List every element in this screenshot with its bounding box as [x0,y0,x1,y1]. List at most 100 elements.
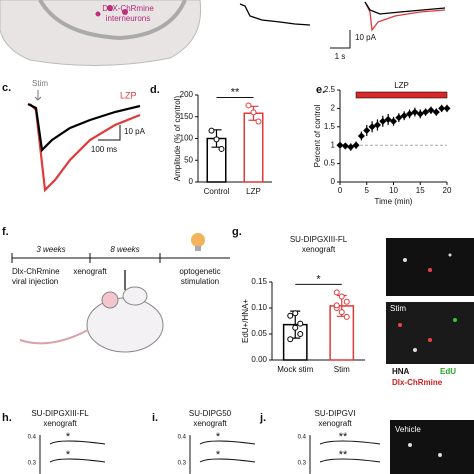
y-tick-label: 0.15 [251,277,267,286]
y-tick-label: 50 [184,155,193,164]
timeline [11,253,230,263]
y-tick-label: 0.10 [251,303,267,312]
data-point [389,117,398,125]
data-point [427,106,435,114]
microscopy-image [386,238,474,474]
significance-bracket [49,440,106,445]
image-legend: Dlx-ChRmine [392,378,443,387]
x-tick-label: 10 [389,186,398,195]
data-point [411,108,419,116]
timeline-event: xenograft [73,267,107,276]
y-tick-label: 0.4 [178,435,187,441]
data-point [333,302,340,309]
data-point [292,324,299,331]
y-tick-label: 0 [331,177,336,186]
data-point [347,143,355,151]
data-point [208,127,215,134]
significance-bracket [319,458,381,463]
significance-bracket [199,458,256,463]
scale-label: 100 ms [91,145,117,154]
data-point [255,118,262,125]
y-tick-label: 1.5 [324,122,336,131]
data-point [357,132,365,140]
significance: ** [339,431,348,443]
timeline-event: Dlx-ChRmine [12,267,60,276]
data-point [333,289,340,296]
panel-label: f. [2,226,9,238]
data-point [245,102,252,109]
significance: ** [231,86,240,98]
significance: * [216,449,221,461]
x-tick-label: Mock stim [277,365,313,374]
data-point [443,104,451,112]
x-tick-label: LZP [246,187,261,196]
scale-label: 10 pA [355,33,377,42]
top-traces [239,1,446,32]
chart-subtitle: xenograft [43,419,77,428]
lightbulb-icon [191,233,205,251]
y-tick-label: 200 [180,90,194,99]
chart-title: SU-DIPGXIII-FL [290,235,348,244]
data-point [338,293,345,300]
data-point [379,117,387,125]
panel-label: e. [316,84,325,96]
cells-label: DLX-ChRmine [102,4,154,13]
data-point [343,298,350,305]
timeline-step: 8 weeks [110,245,139,254]
x-axis-label: Time (min) [375,197,413,206]
x-tick-label: 0 [338,186,343,195]
timeline-event: viral injection [12,277,58,286]
data-point [213,136,220,143]
chart-subtitle: xenograft [193,419,227,428]
stim-label: Stim [32,79,48,88]
chart-title: SU-DIPG50 [189,409,232,418]
panel-label: d. [150,84,160,96]
scale-label: 1 s [335,52,346,61]
scale-label: 10 pA [124,127,146,136]
y-tick-label: 0 [189,177,194,186]
data-point [336,141,344,149]
drug-label: LZP [394,81,409,90]
chart-title: SU-DIPGXIII-FL [31,409,89,418]
data-point [218,145,225,152]
scale-bar [98,125,121,141]
image-legend: EdU [440,367,456,376]
data-point [368,123,376,131]
data-point [343,313,350,320]
x-tick-label: Control [204,187,230,196]
y-tick-label: 0.3 [298,461,307,467]
data-point [438,104,446,112]
image-label: Vehicle [395,425,421,434]
image-legend: HNA [392,367,410,376]
trace-control [27,103,141,153]
panel-label: i. [152,412,158,424]
data-point [422,108,430,116]
x-tick-label: 5 [365,186,370,195]
data-point [287,312,294,319]
data-point [400,112,408,120]
y-axis-label: Amplitude (% of control) [173,95,182,181]
drug-bar [355,91,448,99]
y-tick-label: 0.00 [251,355,267,364]
data-point [338,309,345,316]
cells-label: interneurons [106,14,150,23]
y-tick-label: 150 [180,112,194,121]
timeline-step: 3 weeks [36,245,65,254]
data-point [406,110,414,118]
significance: * [66,449,71,461]
y-tick-label: 0.3 [178,461,187,467]
significance: * [216,431,221,443]
significance-bracket [199,440,256,445]
data-point [373,121,381,129]
y-tick-label: 0.4 [28,435,37,441]
y-tick-label: 0.4 [298,435,307,441]
drug-label: LZP [120,90,137,100]
y-tick-label: 2 [331,104,336,113]
y-tick-label: 0.5 [324,159,336,168]
panel-label: c. [2,82,11,94]
image-label: Mock stim [390,228,426,237]
data-point [395,114,403,122]
y-tick-label: 0.3 [28,461,37,467]
y-tick-label: 2.5 [324,85,336,94]
